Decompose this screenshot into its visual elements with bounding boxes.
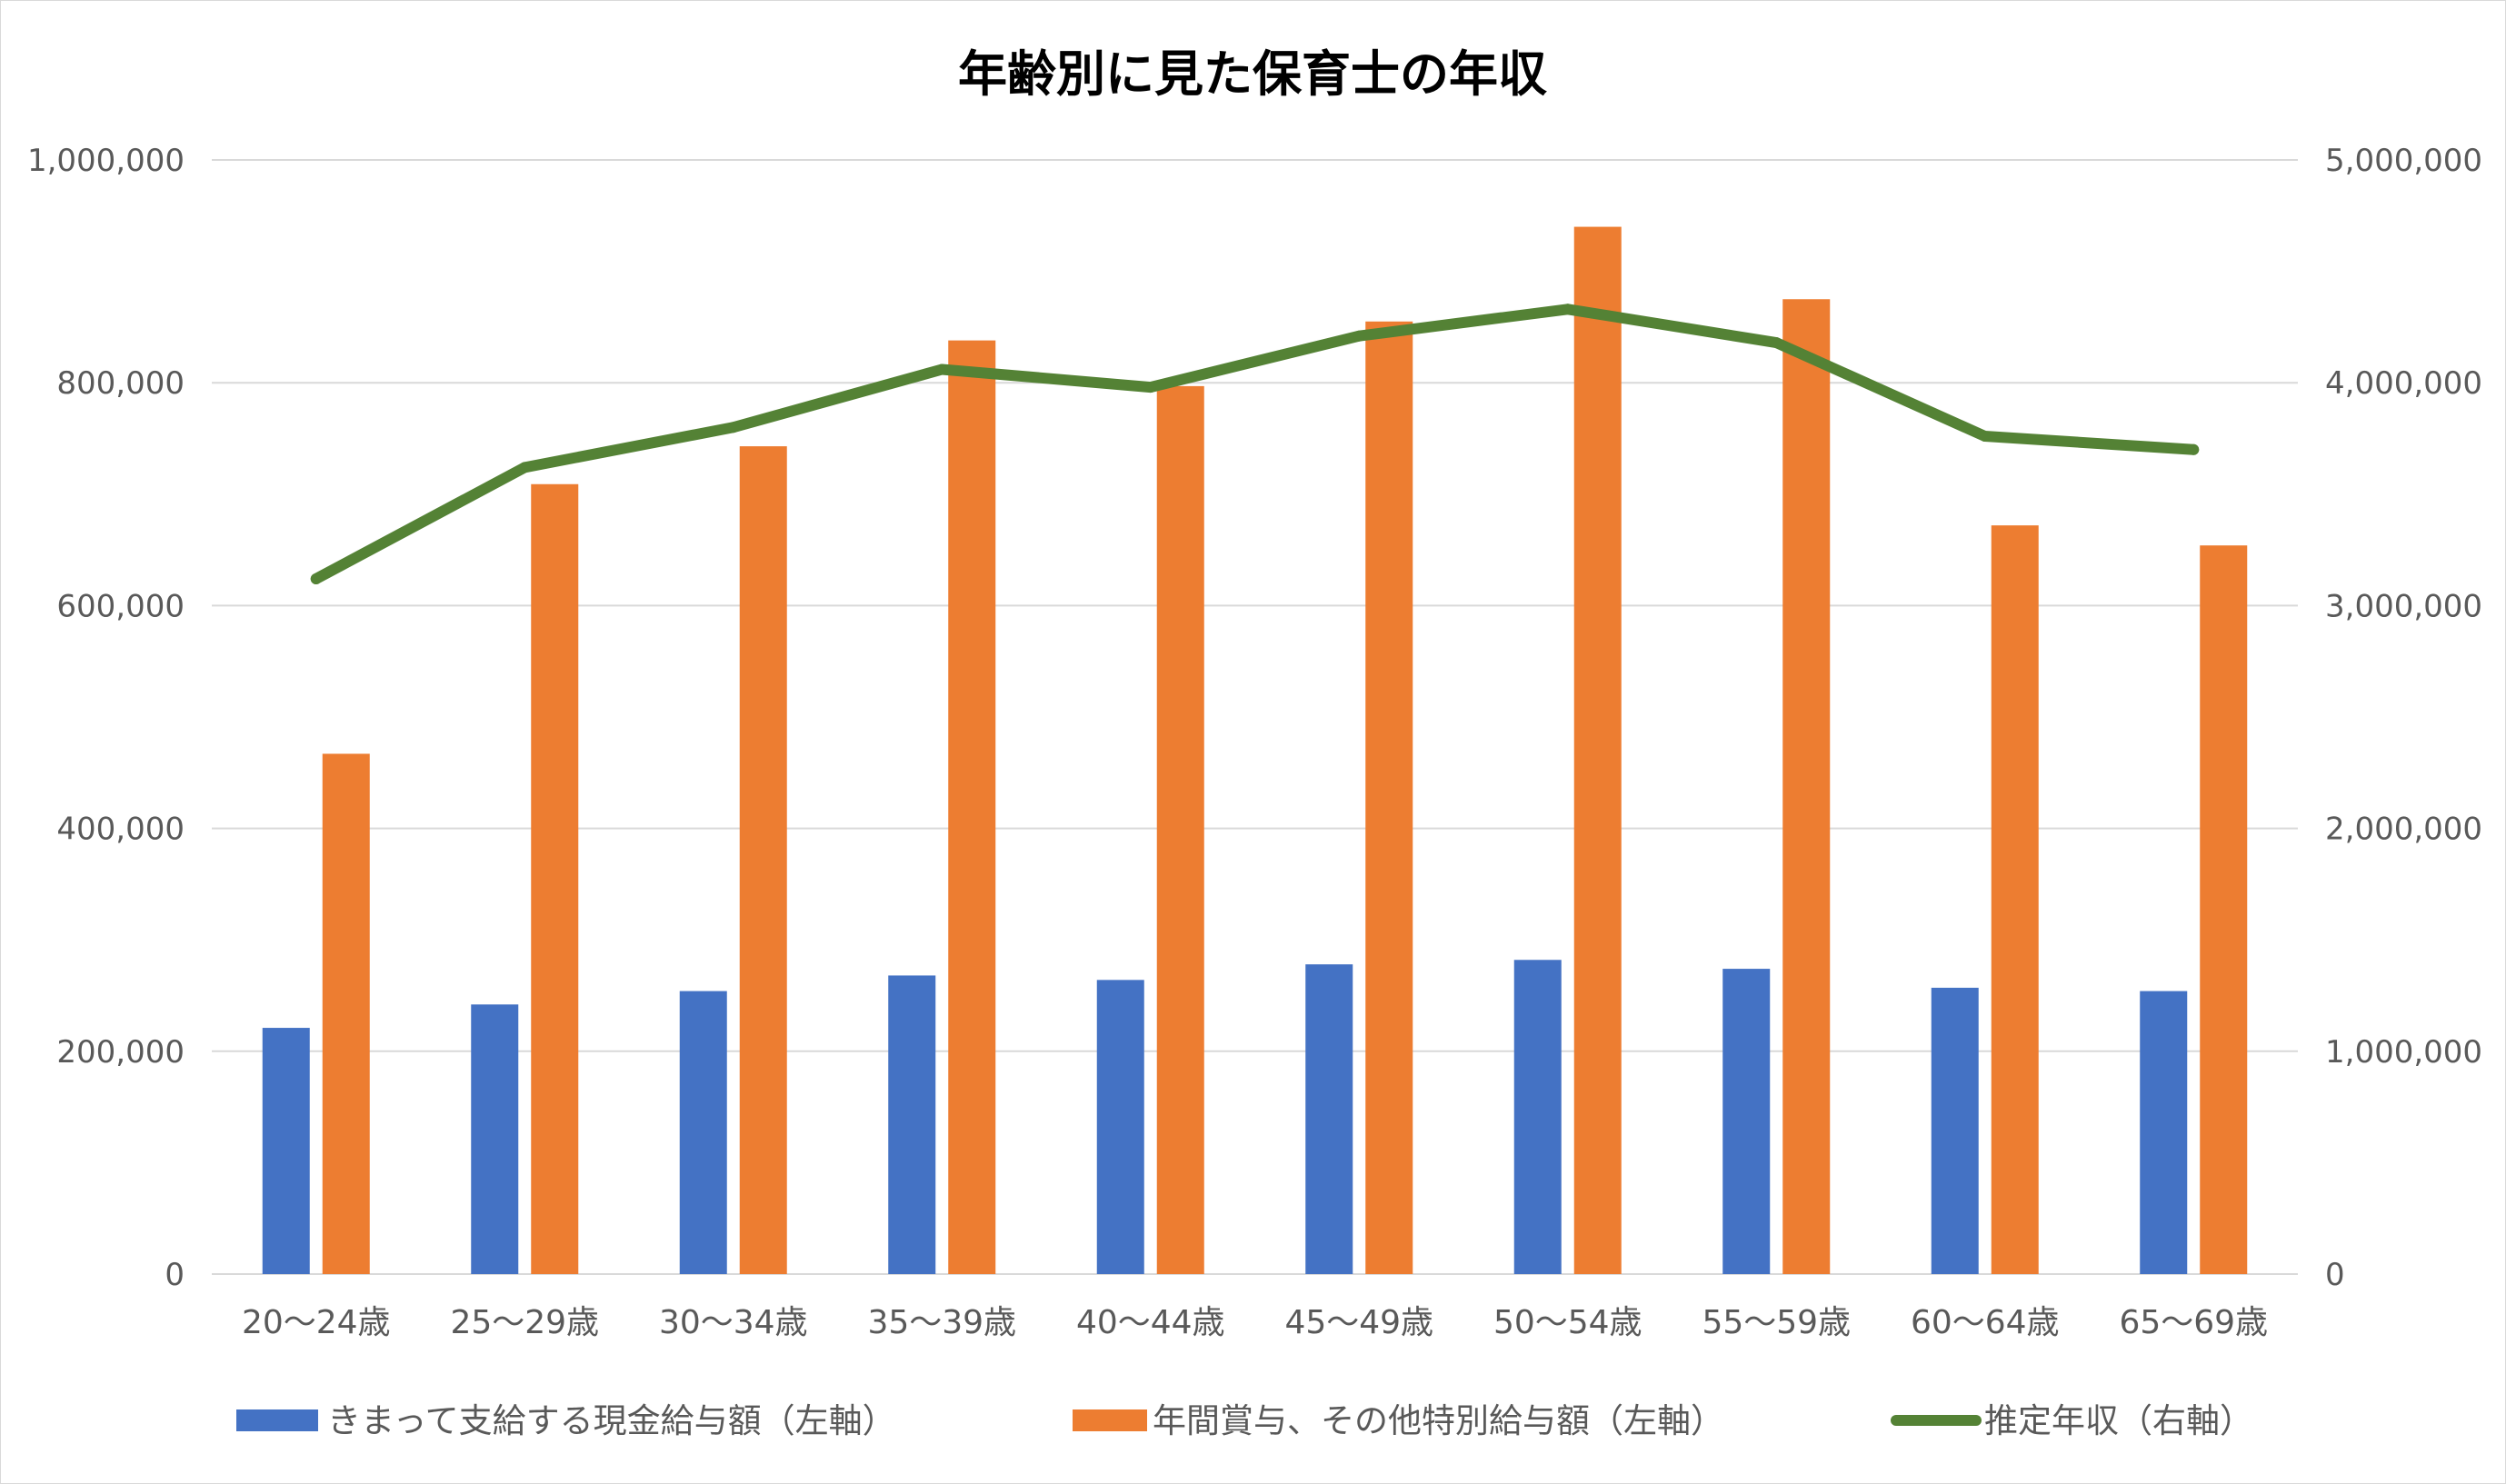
bar-annual-bonus xyxy=(2200,545,2248,1274)
line-point-estimated-annual-income xyxy=(1562,304,1573,315)
bar-regular-pay xyxy=(888,975,936,1274)
left-axis-tick-label: 0 xyxy=(165,1257,185,1293)
category-tick-label: 45～49歳 xyxy=(1284,1304,1433,1341)
line-point-estimated-annual-income xyxy=(1771,337,1782,349)
bar-regular-pay xyxy=(1096,980,1144,1274)
legend-item-regular-pay[interactable]: きまって支給する現金給与額（左軸） xyxy=(236,1401,896,1440)
left-axis-tick-label: 400,000 xyxy=(56,812,185,848)
bar-annual-bonus xyxy=(739,446,787,1274)
line-point-estimated-annual-income xyxy=(936,364,948,375)
bar-annual-bonus xyxy=(531,483,579,1274)
legend-label: きまって支給する現金給与額（左軸） xyxy=(327,1401,896,1440)
bar-regular-pay xyxy=(1305,964,1353,1274)
right-axis: 0 1,000,000 2,000,000 3,000,000 4,000,000 5,0… xyxy=(2325,143,2482,1293)
line-point-estimated-annual-income xyxy=(1144,382,1156,393)
bar-annual-bonus xyxy=(948,340,996,1274)
category-tick-label: 20～24歳 xyxy=(242,1304,391,1341)
right-axis-tick-label: 3,000,000 xyxy=(2325,588,2482,624)
legend[interactable]: きまって支給する現金給与額（左軸） 年間賞与、その他特別給与額（左軸） 推定年収（右… xyxy=(236,1401,2253,1440)
bar-regular-pay xyxy=(1722,969,1771,1274)
legend-item-annual-bonus[interactable]: 年間賞与、その他特別給与額（左軸） xyxy=(1073,1401,1724,1440)
legend-label: 年間賞与、その他特別給与額（左軸） xyxy=(1153,1401,1724,1440)
category-axis: 20～24歳 25～29歳 30～34歳 35～39歳 40～44歳 45～49歳 50～5… xyxy=(242,1304,2268,1341)
right-axis-tick-label: 5,000,000 xyxy=(2325,143,2482,179)
bar-regular-pay xyxy=(679,991,727,1274)
bar-regular-pay xyxy=(471,1004,519,1274)
left-axis-tick-label: 600,000 xyxy=(56,588,185,624)
category-tick-label: 25～29歳 xyxy=(450,1304,599,1341)
legend-item-estimated-income[interactable]: 推定年収（右軸） xyxy=(1891,1401,2253,1440)
bar-regular-pay xyxy=(2140,991,2188,1274)
line-point-estimated-annual-income xyxy=(2188,443,2200,455)
bar-annual-bonus xyxy=(1782,299,1831,1274)
line-series xyxy=(310,304,2200,584)
bars xyxy=(262,226,2248,1274)
line-point-estimated-annual-income xyxy=(1353,330,1365,342)
line-estimated-annual-income xyxy=(310,304,2200,584)
bar-annual-bonus xyxy=(1573,226,1622,1274)
chart-title: 年齢別に見た保育士の年収 xyxy=(958,45,1547,103)
category-tick-label: 50～54歳 xyxy=(1493,1304,1642,1341)
bar-regular-pay xyxy=(1931,987,1979,1274)
right-axis-tick-label: 1,000,000 xyxy=(2325,1034,2482,1071)
bar-regular-pay xyxy=(1513,960,1562,1274)
category-tick-label: 30～34歳 xyxy=(659,1304,808,1341)
bar-annual-bonus xyxy=(1991,525,2039,1274)
category-tick-label: 65～69歳 xyxy=(2119,1304,2268,1341)
right-axis-tick-label: 2,000,000 xyxy=(2325,812,2482,848)
category-tick-label: 35～39歳 xyxy=(867,1304,1016,1341)
category-tick-label: 60～64歳 xyxy=(1911,1304,2060,1341)
line-point-estimated-annual-income xyxy=(519,462,531,473)
line-point-estimated-annual-income xyxy=(1979,431,1991,443)
right-axis-tick-label: 4,000,000 xyxy=(2325,365,2482,402)
legend-swatch xyxy=(236,1409,318,1431)
line-point-estimated-annual-income xyxy=(310,573,322,584)
line-point-estimated-annual-income xyxy=(727,422,739,433)
legend-label: 推定年収（右軸） xyxy=(1984,1401,2253,1440)
bar-annual-bonus xyxy=(322,753,370,1274)
bar-annual-bonus xyxy=(1365,321,1413,1274)
category-tick-label: 55～59歳 xyxy=(1702,1304,1851,1341)
bar-regular-pay xyxy=(262,1028,310,1274)
left-axis-tick-label: 1,000,000 xyxy=(27,143,185,179)
left-axis-tick-label: 800,000 xyxy=(56,365,185,402)
category-tick-label: 40～44歳 xyxy=(1076,1304,1225,1341)
bar-annual-bonus xyxy=(1156,385,1204,1274)
right-axis-tick-label: 0 xyxy=(2325,1257,2345,1293)
gridlines xyxy=(212,159,2298,1275)
left-axis: 0 200,000 400,000 600,000 800,000 1,000,000 xyxy=(27,143,185,1293)
legend-swatch xyxy=(1073,1409,1147,1431)
left-axis-tick-label: 200,000 xyxy=(56,1034,185,1071)
